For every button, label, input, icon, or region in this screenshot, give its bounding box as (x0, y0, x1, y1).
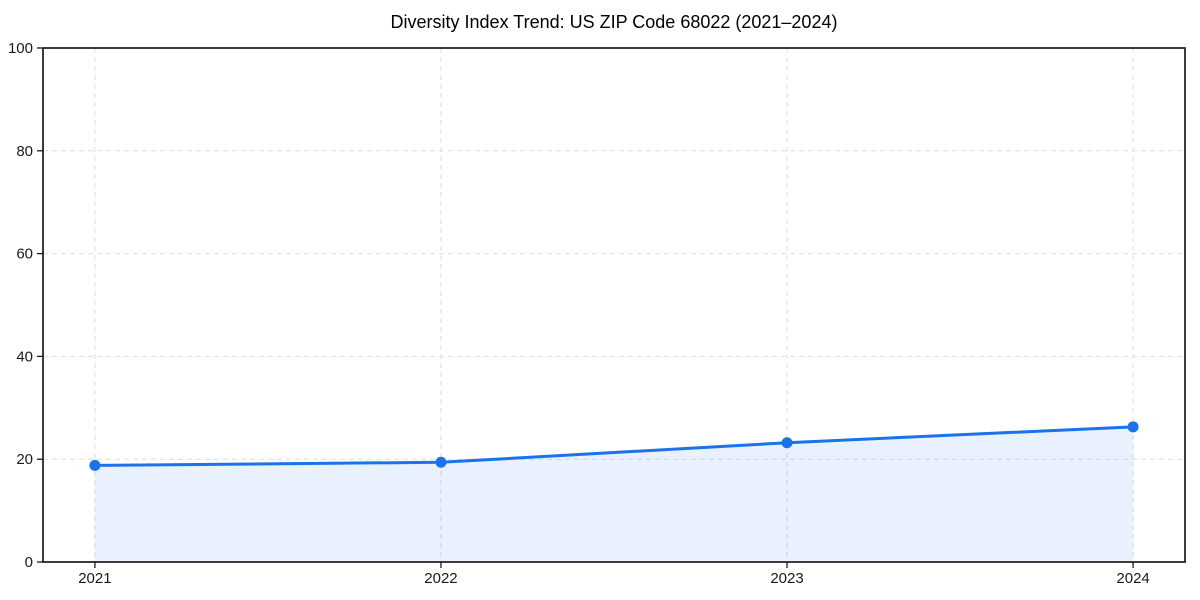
y-tick-label: 20 (16, 451, 33, 468)
x-tick-label: 2024 (1116, 570, 1149, 587)
data-point-2022 (435, 456, 447, 468)
x-tick-label: 2023 (770, 570, 803, 587)
plot-frame-layer (42, 47, 1186, 563)
data-point-2021 (89, 459, 101, 471)
y-tick-label: 40 (16, 348, 33, 365)
plot-border (42, 47, 1186, 563)
y-tick-label: 80 (16, 143, 33, 160)
x-tick-label: 2022 (424, 570, 457, 587)
y-tick-label: 60 (16, 246, 33, 263)
y-tick-label: 100 (8, 40, 33, 57)
x-tick-label: 2021 (78, 570, 111, 587)
axes-layer: 0 20 40 60 80 100 2021 2022 2023 2024 (8, 40, 1150, 587)
series-layer (89, 421, 1139, 562)
data-point-2023 (781, 437, 793, 449)
trend-line (93, 425, 1135, 467)
area-fill (94, 426, 1134, 562)
chart-title: Diversity Index Trend: US ZIP Code 68022… (391, 12, 838, 32)
y-tick-label: 0 (25, 554, 33, 571)
data-point-2024 (1127, 421, 1139, 433)
gridlines (43, 48, 1185, 562)
